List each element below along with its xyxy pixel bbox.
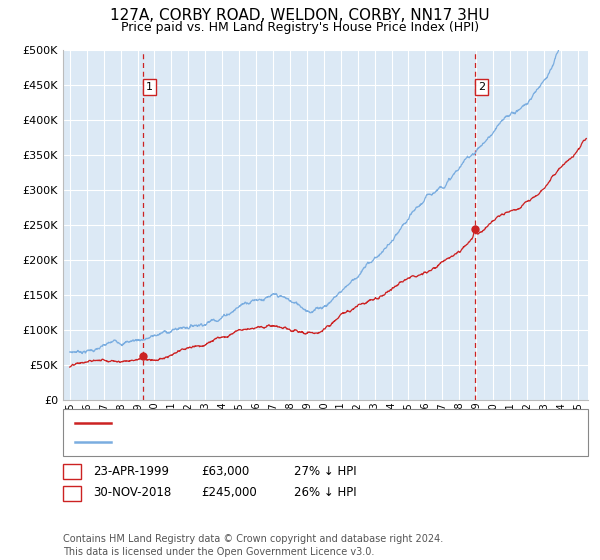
Text: 2: 2 <box>68 486 76 500</box>
Text: 127A, CORBY ROAD, WELDON, CORBY, NN17 3HU (detached house): 127A, CORBY ROAD, WELDON, CORBY, NN17 3H… <box>117 418 470 428</box>
Text: Price paid vs. HM Land Registry's House Price Index (HPI): Price paid vs. HM Land Registry's House … <box>121 21 479 34</box>
Text: 27% ↓ HPI: 27% ↓ HPI <box>294 465 356 478</box>
Text: 26% ↓ HPI: 26% ↓ HPI <box>294 486 356 500</box>
Text: 1: 1 <box>146 82 153 92</box>
Text: Contains HM Land Registry data © Crown copyright and database right 2024.
This d: Contains HM Land Registry data © Crown c… <box>63 534 443 557</box>
Text: HPI: Average price, detached house, North Northamptonshire: HPI: Average price, detached house, Nort… <box>117 437 437 447</box>
Text: £245,000: £245,000 <box>201 486 257 500</box>
Text: £63,000: £63,000 <box>201 465 249 478</box>
Text: 2: 2 <box>478 82 485 92</box>
Text: 30-NOV-2018: 30-NOV-2018 <box>93 486 171 500</box>
Text: 1: 1 <box>68 465 76 478</box>
Text: 127A, CORBY ROAD, WELDON, CORBY, NN17 3HU: 127A, CORBY ROAD, WELDON, CORBY, NN17 3H… <box>110 8 490 24</box>
Text: 23-APR-1999: 23-APR-1999 <box>93 465 169 478</box>
